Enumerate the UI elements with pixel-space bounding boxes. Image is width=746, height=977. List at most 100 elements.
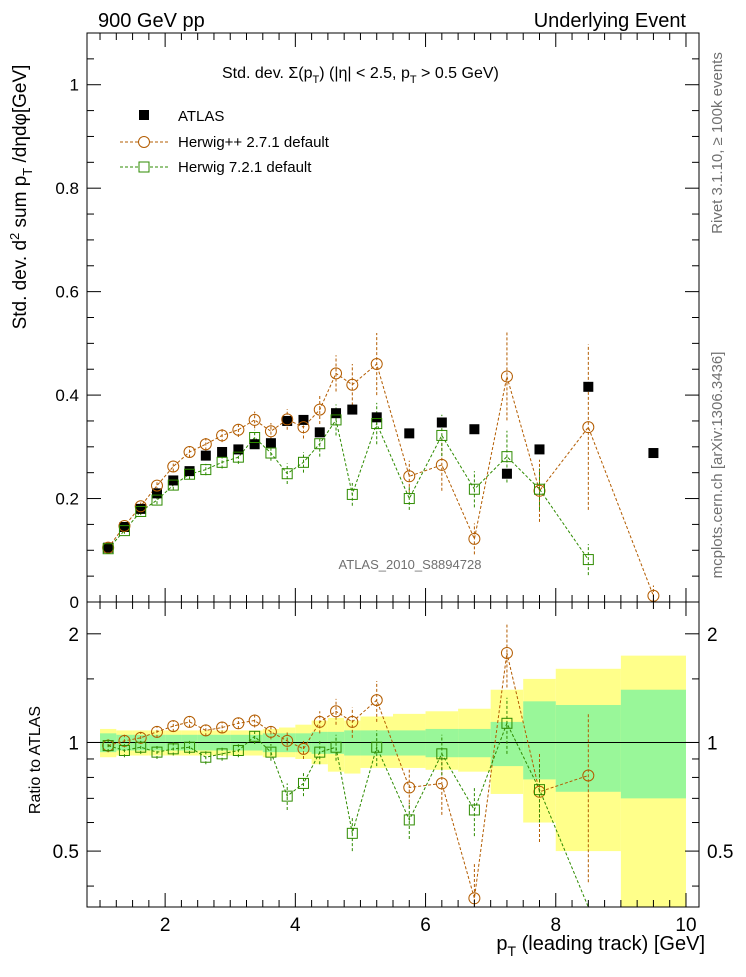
main-x-ticks [99,33,687,602]
ratio-point-herwigpp [370,694,383,707]
main-point-atlas [583,381,594,392]
ratio-point-herwig7 [167,743,179,755]
ylabel-b: sum p [10,176,31,233]
ratio-y-tick-label: 2 [68,625,79,646]
main-point-herwig7 [297,456,309,468]
ratio-point-herwig7 [346,827,358,839]
main-point-herwig7 [371,418,383,430]
main-point-herwig7 [200,464,212,476]
main-panel: 00.20.40.60.81 Std. dev. Σ(pT) (|η| < 2.… [7,32,700,612]
main-point-atlas [151,488,162,499]
ratio-y-label: Ratio to ATLAS [27,706,44,814]
legend: ATLAS Herwig++ 2.7.1 default Herwig 7.2.… [120,108,330,176]
ratio-point-herwig7 [468,804,480,816]
main-point-herwigpp [582,421,595,434]
main-line-herwigpp [107,363,654,596]
title-prefix: Std. dev. Σ(p [222,65,313,82]
main-point-atlas [135,503,146,514]
ratio-x-axis: 2 4 6 8 10 [99,602,697,936]
legend-label-herwigpp: Herwig++ 2.7.1 default [178,134,330,151]
main-y-tick-label: 0.4 [55,386,79,405]
ratio-band-green [555,704,621,792]
main-point-atlas [436,417,447,428]
legend-label-herwig7: Herwig 7.2.1 default [178,159,312,176]
ylabel-sub: T [20,168,35,176]
side-label-bottom: mcplots.cern.ch [arXiv:1306.3436] [709,352,726,579]
main-point-herwig7 [501,451,513,463]
main-point-herwig7 [468,483,480,495]
main-point-herwigpp [183,445,196,458]
ratio-point-herwig7 [184,741,196,753]
title-suffix: > 0.5 GeV) [417,65,499,82]
main-point-atlas [217,446,228,457]
legend-label-atlas: ATLAS [178,108,224,125]
x-tick-label: 8 [550,915,561,936]
main-point-herwig7 [167,479,179,491]
main-point-herwigpp [500,370,513,383]
ratio-point-herwigpp [264,725,277,738]
main-point-herwigpp [403,470,416,483]
main-point-atlas [119,521,130,532]
main-y-tick-label: 1 [70,76,79,95]
main-point-atlas [233,444,244,455]
main-point-herwigpp [216,429,229,442]
side-label-top: Rivet 3.1.10, ≥ 100k events [709,52,726,234]
main-point-herwigpp [199,438,212,451]
ratio-band-green [490,721,524,767]
ratio-point-herwigpp [248,714,261,727]
ratio-point-herwigpp [281,734,294,747]
main-point-atlas [298,414,309,425]
main-point-herwig7 [281,468,293,480]
main-y-label: Std. dev. d2 sum pT /dηdφ[GeV] [7,65,35,330]
main-y-axis: 0 0.2 0.4 0.6 0.8 1 [55,32,699,612]
ratio-point-herwig7 [436,748,448,760]
ratio-point-herwigpp [150,725,163,738]
main-point-atlas [331,408,342,419]
main-point-herwig7 [330,414,342,426]
main-point-herwig7 [184,468,196,480]
ratio-y-tick-label: 0.5 [53,842,79,863]
legend-marker-herwigpp [138,136,150,148]
main-point-herwig7 [151,494,163,506]
main-point-herwig7 [265,447,277,459]
main-point-herwig7 [314,438,326,450]
main-point-herwig7 [135,505,147,517]
ratio-point-herwig7 [232,744,244,756]
main-point-atlas [249,439,260,450]
main-point-herwig7 [533,483,545,495]
main-point-atlas [534,444,545,455]
main-point-atlas [371,412,382,423]
main-point-herwig7 [232,451,244,463]
xlabel-a: p [496,933,507,955]
ratio-point-herwig7 [330,741,342,753]
ratio-band-green [344,730,361,756]
main-point-herwigpp [264,425,277,438]
x-tick-label: 2 [160,915,171,936]
ratio-point-herwigpp [330,705,343,718]
ratio-point-herwigpp [183,715,196,728]
main-point-herwigpp [313,403,326,416]
main-y-tick-label: 0.8 [55,179,79,198]
main-point-herwigpp [468,532,481,545]
main-point-atlas [648,448,659,459]
main-point-atlas [200,450,211,461]
main-point-herwigpp [167,460,180,473]
main-point-herwigpp [232,423,245,436]
ratio-point-herwig7 [118,744,130,756]
ratio-point-herwig7 [314,746,326,758]
title-sub2: T [410,74,417,86]
ratio-point-herwig7 [297,777,309,789]
legend-marker-atlas [139,110,149,120]
x-axis-label: pT (leading track) [GeV] [496,933,705,959]
ratio-point-herwig7 [281,790,293,802]
main-point-atlas [347,404,358,415]
header-left: 900 GeV pp [98,10,205,32]
ratio-band-green [620,689,686,799]
main-point-atlas [265,438,276,449]
ratio-plot-area [87,624,699,908]
main-point-herwig7 [436,429,448,441]
main-point-herwig7 [346,488,358,500]
ratio-point-herwigpp [297,742,310,755]
main-point-atlas [501,468,512,479]
